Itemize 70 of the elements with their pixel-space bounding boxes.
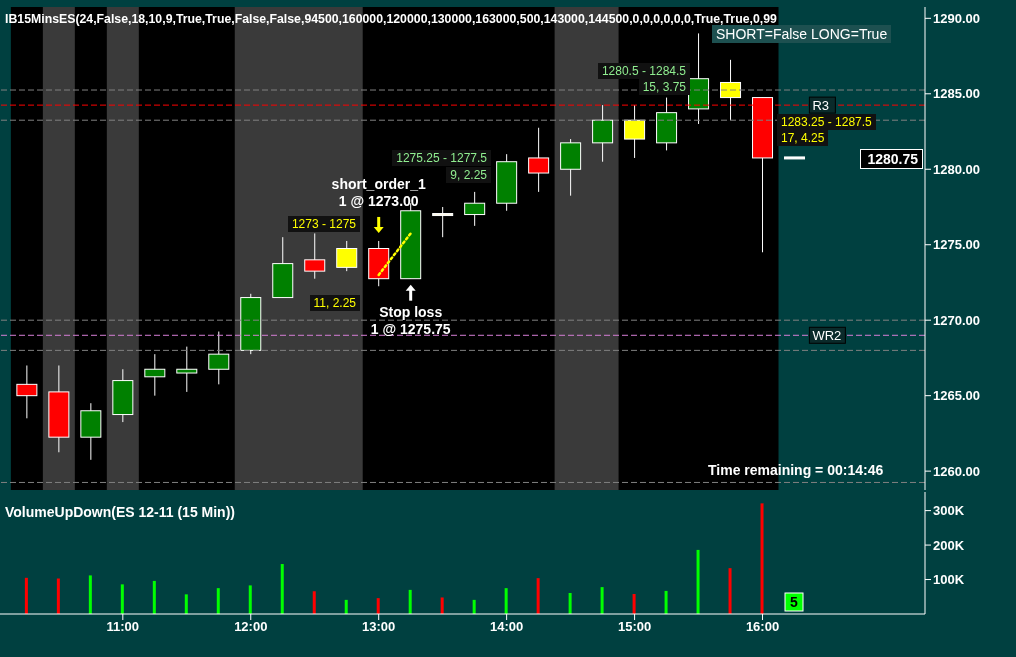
candlestick <box>720 59 742 121</box>
annotation: 9, 2.25 <box>446 167 491 183</box>
data-label: 5 <box>790 594 799 610</box>
y-tick-label: 300K <box>933 503 965 519</box>
text: VolumeUpDown(ES 12-11 (15 Min)) <box>5 504 235 520</box>
y-tick-label: 1270.00 <box>933 312 980 328</box>
candlestick <box>208 331 230 385</box>
bar <box>760 503 764 614</box>
y-tick-label: 1285.00 <box>933 86 980 102</box>
bar <box>664 590 668 614</box>
bar <box>312 591 316 614</box>
annotation: 15, 3.75 <box>638 79 690 95</box>
candlestick <box>528 127 550 193</box>
candlestick <box>176 346 198 393</box>
bar <box>472 599 476 614</box>
bar <box>728 568 732 614</box>
candlestick <box>592 104 614 163</box>
bar <box>440 597 444 614</box>
annotation: 1283.25 - 1287.5 <box>777 114 876 130</box>
x-tick-label: 13:00 <box>362 619 396 635</box>
bar <box>280 564 284 614</box>
y-tick-label: 1265.00 <box>933 388 980 404</box>
bar <box>216 588 220 614</box>
candlestick <box>624 104 646 159</box>
y-tick-label: 200K <box>933 537 965 553</box>
bar <box>248 585 252 614</box>
y-tick-label: 1260.00 <box>933 463 980 479</box>
bar <box>24 577 28 614</box>
bar <box>632 594 636 614</box>
bar <box>376 598 380 614</box>
y-tick-label: 1280.00 <box>933 161 980 177</box>
candlestick <box>336 240 358 272</box>
annotation: 1273 - 1275 <box>287 216 360 232</box>
ref-line-label: R3 <box>812 98 829 114</box>
y-tick-label: 1290.00 <box>933 10 980 26</box>
annotation: 11, 2.25 <box>309 295 360 311</box>
bar <box>120 584 124 614</box>
bar <box>344 599 348 614</box>
x-tick-label: 11:00 <box>106 619 140 635</box>
bar <box>88 575 92 614</box>
annotation: 1280.75 <box>860 149 923 169</box>
annotation: Time remaining = 00:14:46 <box>708 462 884 478</box>
bar <box>408 589 412 614</box>
candlestick <box>16 364 38 419</box>
ref-line-label: WR2 <box>812 328 842 344</box>
bar <box>536 578 540 614</box>
annotation: short_order_1 1 @ 1273.00 <box>331 175 426 209</box>
x-tick-label: 15:00 <box>617 619 652 635</box>
x-tick-label: 16:00 <box>745 619 780 635</box>
x-tick-label: 12:00 <box>234 619 268 635</box>
bar <box>184 594 188 614</box>
candlestick <box>304 232 326 280</box>
candlestick <box>144 353 166 397</box>
x-tick-label: 14:00 <box>490 619 524 635</box>
candlestick <box>432 206 454 238</box>
chart-title: IB15MinsES(24,False,18,10,9,True,True,False,False,94500,160000,120000,130000,163000,500,143000,144500,0,0,0,0,0,0,True,True,0,99 <box>5 12 778 26</box>
candlestick <box>464 191 486 227</box>
bar <box>568 592 572 614</box>
bar <box>56 578 60 614</box>
annotation: SHORT=False LONG=True <box>712 25 892 43</box>
annotation: 17, 4.25 <box>777 130 829 146</box>
y-tick-label: 100K <box>933 572 965 588</box>
bar <box>600 587 604 614</box>
bar <box>504 588 508 614</box>
bar <box>152 580 156 614</box>
y-tick-label: 1275.00 <box>933 237 980 253</box>
annotation: 1280.5 - 1284.5 <box>597 63 690 79</box>
annotation: 1275.25 - 1277.5 <box>392 150 491 166</box>
annotation: Stop loss 1 @ 1275.75 <box>370 303 451 337</box>
bar <box>696 549 700 614</box>
